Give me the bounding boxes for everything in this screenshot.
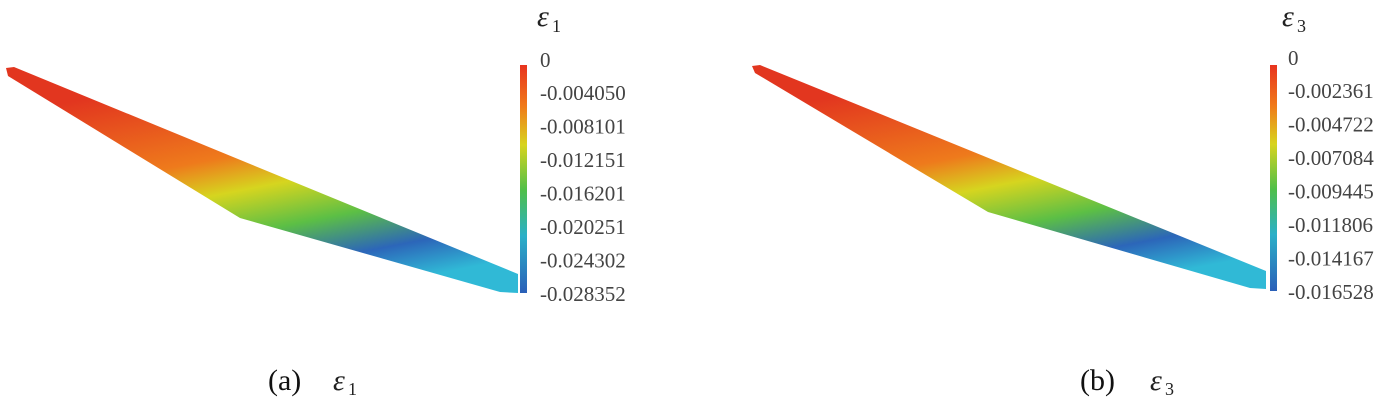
- colorbar-label: -0.016528: [1288, 280, 1374, 304]
- colorbar-label: -0.002361: [1288, 79, 1374, 103]
- colorbar-label: -0.009445: [1288, 180, 1374, 204]
- colorbar-label: 0: [540, 48, 551, 72]
- caption-symbol: ε: [1150, 364, 1162, 397]
- colorbar-label: -0.014167: [1288, 246, 1374, 270]
- colorbar-title-subscript: 3: [1297, 16, 1306, 36]
- caption-subscript: 3: [1165, 379, 1174, 399]
- caption-label: (b): [1080, 364, 1115, 397]
- colorbar: [520, 65, 527, 293]
- colorbar-label: -0.016201: [540, 182, 626, 206]
- colorbar-label: -0.024302: [540, 248, 626, 272]
- colorbar-label: -0.020251: [540, 215, 626, 239]
- colorbar-label: -0.012151: [540, 148, 626, 172]
- panel-a: [6, 65, 527, 293]
- colorbar-label: 0: [1288, 46, 1299, 70]
- colorbar-title-symbol: ε: [1282, 0, 1294, 33]
- colorbar-label: -0.011806: [1288, 213, 1373, 237]
- panel-b: [752, 65, 1277, 291]
- contour-shape: [752, 65, 1266, 289]
- colorbar-label: -0.007084: [1288, 146, 1374, 170]
- caption-subscript: 1: [348, 379, 357, 399]
- colorbar-label: -0.028352: [540, 282, 626, 306]
- colorbar-label: -0.004722: [1288, 113, 1374, 137]
- colorbar-label: -0.004050: [540, 81, 626, 105]
- caption-symbol: ε: [333, 364, 345, 397]
- contour-shape: [6, 67, 518, 293]
- caption-label: (a): [268, 364, 301, 397]
- colorbar-title-subscript: 1: [552, 16, 561, 36]
- colorbar-title-symbol: ε: [537, 0, 549, 33]
- colorbar-label: -0.008101: [540, 115, 626, 139]
- colorbar: [1270, 65, 1277, 291]
